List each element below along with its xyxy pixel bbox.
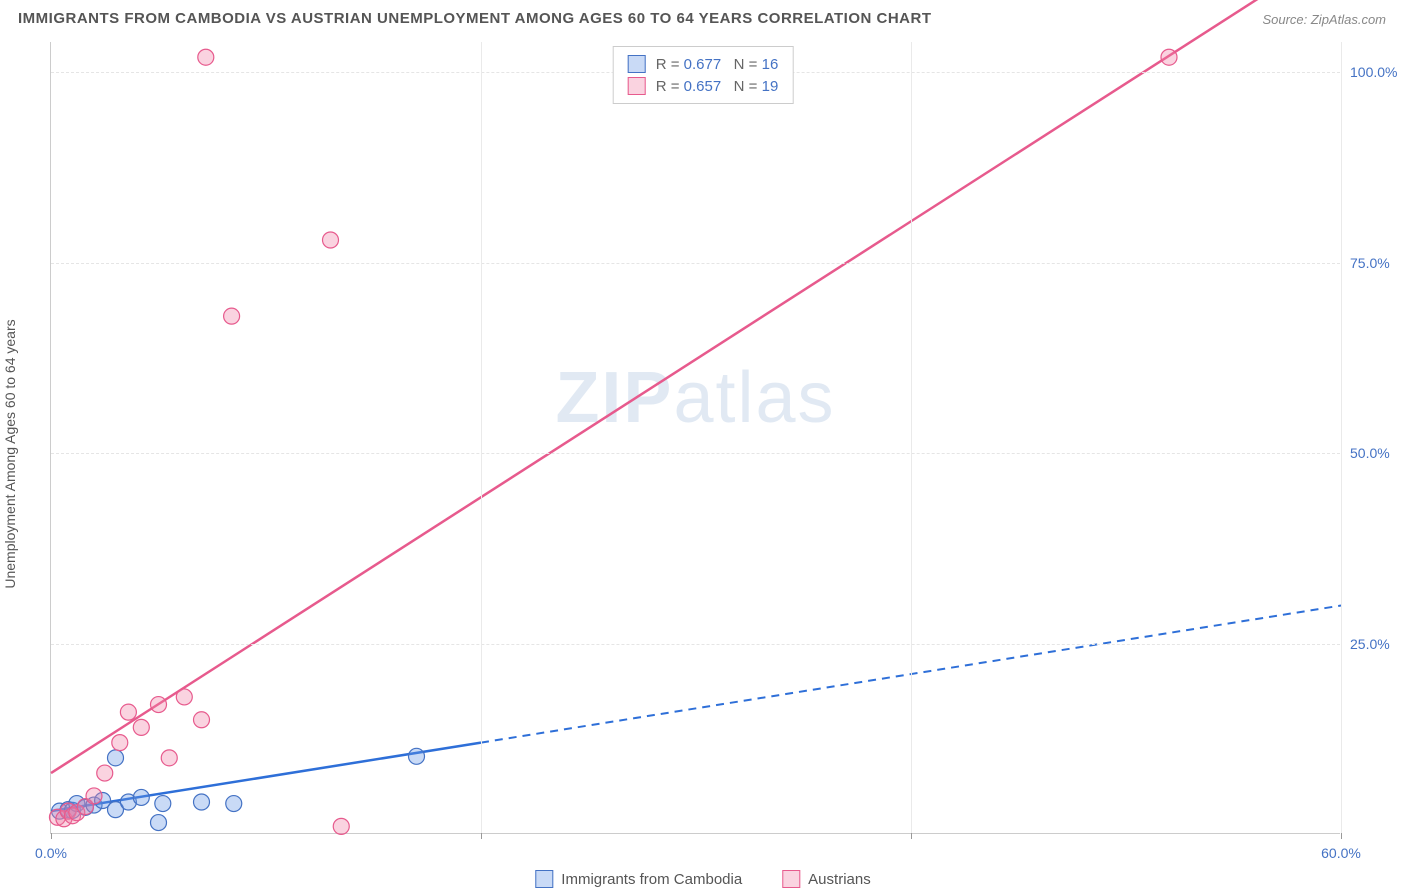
data-point	[86, 788, 102, 804]
data-point	[112, 735, 128, 751]
swatch-icon	[535, 870, 553, 888]
data-point	[333, 818, 349, 834]
swatch-icon	[782, 870, 800, 888]
xtick-label: 60.0%	[1321, 845, 1361, 861]
plot-area: ZIPatlas 25.0%50.0%75.0%100.0%0.0%60.0%	[50, 42, 1340, 834]
ytick-label: 100.0%	[1350, 64, 1406, 80]
source-attribution: Source: ZipAtlas.com	[1262, 12, 1386, 27]
swatch-icon	[628, 55, 646, 73]
legend-item: Immigrants from Cambodia	[535, 870, 742, 888]
ytick-label: 75.0%	[1350, 255, 1406, 271]
data-point	[120, 704, 136, 720]
legend-label: Immigrants from Cambodia	[561, 871, 742, 888]
data-point	[323, 232, 339, 248]
ytick-label: 25.0%	[1350, 636, 1406, 652]
rbox-row: R = 0.657 N = 19	[628, 75, 779, 97]
gridline-h	[51, 644, 1340, 645]
xtick-mark	[911, 833, 912, 839]
gridline-v	[911, 42, 912, 833]
data-point	[161, 750, 177, 766]
rbox-row: R = 0.677 N = 16	[628, 53, 779, 75]
data-point	[151, 815, 167, 831]
gridline-h	[51, 263, 1340, 264]
gridline-v	[481, 42, 482, 833]
xtick-mark	[51, 833, 52, 839]
legend-item: Austrians	[782, 870, 871, 888]
ytick-label: 50.0%	[1350, 445, 1406, 461]
data-point	[151, 697, 167, 713]
data-point	[97, 765, 113, 781]
data-point	[176, 689, 192, 705]
data-point	[194, 794, 210, 810]
xtick-label: 0.0%	[35, 845, 67, 861]
data-point	[224, 308, 240, 324]
data-point	[1161, 49, 1177, 65]
xtick-mark	[481, 833, 482, 839]
rbox-text: R = 0.657 N = 19	[656, 78, 779, 95]
data-point	[226, 796, 242, 812]
chart-svg	[51, 42, 1340, 833]
legend-label: Austrians	[808, 871, 871, 888]
gridline-h	[51, 453, 1340, 454]
gridline-v	[1341, 42, 1342, 833]
xtick-mark	[1341, 833, 1342, 839]
trend-line	[51, 0, 1341, 773]
data-point	[108, 750, 124, 766]
data-point	[198, 49, 214, 65]
legend: Immigrants from Cambodia Austrians	[535, 870, 870, 888]
rbox-text: R = 0.677 N = 16	[656, 56, 779, 73]
data-point	[133, 719, 149, 735]
chart-title: IMMIGRANTS FROM CAMBODIA VS AUSTRIAN UNE…	[18, 10, 931, 27]
data-point	[133, 789, 149, 805]
data-point	[194, 712, 210, 728]
y-axis-label: Unemployment Among Ages 60 to 64 years	[2, 319, 18, 588]
data-point	[155, 796, 171, 812]
data-point	[409, 748, 425, 764]
swatch-icon	[628, 77, 646, 95]
correlation-box: R = 0.677 N = 16 R = 0.657 N = 19	[613, 46, 794, 104]
